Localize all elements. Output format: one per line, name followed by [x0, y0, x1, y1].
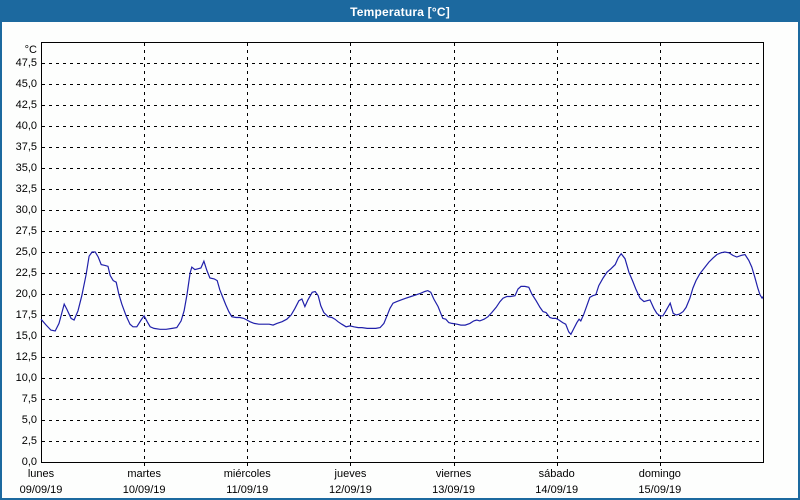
y-tick-label: 25,0 [15, 246, 37, 258]
temperature-line-chart [40, 42, 764, 466]
x-day-date-label: 12/09/19 [329, 484, 372, 496]
x-day-date-label: 09/09/19 [19, 484, 63, 496]
x-day-name-label: jueves [334, 468, 367, 480]
y-tick-label: 17,5 [15, 309, 37, 321]
y-tick-label: 7,5 [21, 393, 37, 405]
temperature-series-line [40, 251, 764, 336]
y-tick-label: 37,5 [15, 141, 37, 153]
y-tick-label: 2,5 [21, 435, 37, 447]
y-tick-label: 27,5 [15, 225, 37, 237]
y-tick-label: 30,0 [15, 204, 37, 216]
chart-title: Temperatura [°C] [350, 5, 450, 19]
plot-frame [41, 42, 764, 463]
x-day-name-label: domingo [638, 468, 681, 480]
y-axis-unit-label: °C [24, 44, 37, 56]
x-day-date-label: 13/09/19 [432, 484, 475, 496]
title-bar: Temperatura [°C] [2, 2, 798, 22]
x-day-date-label: 10/09/19 [122, 484, 166, 496]
x-day-date-label: 14/09/19 [535, 484, 579, 496]
y-tick-label: 45,0 [15, 78, 37, 90]
y-tick-label: 40,0 [15, 120, 37, 132]
axis-labels-layer: °C 0,0 2,5 5,0 7,5 10,0 12,5 15,0 17,5 20,0 22,5 25… [2, 22, 798, 498]
x-day-name-label: viernes [435, 468, 472, 480]
y-tick-label: 12,5 [15, 351, 37, 363]
y-tick-label: 20,0 [15, 288, 37, 300]
x-day-name-label: lunes [27, 468, 55, 480]
y-tick-label: 32,5 [15, 183, 37, 195]
chart-area: °C 0,0 2,5 5,0 7,5 10,0 12,5 15,0 17,5 20,0 22,5 25… [2, 22, 798, 498]
y-tick-label: 0,0 [21, 456, 37, 468]
y-tick-label: 35,0 [15, 162, 37, 174]
x-day-name-label: sábado [538, 468, 575, 480]
x-day-date-label: 15/09/19 [638, 484, 682, 496]
y-tick-label: 10,0 [15, 372, 37, 384]
y-tick-label: 47,5 [15, 57, 37, 69]
y-tick-label: 15,0 [15, 330, 37, 342]
x-day-name-label: miércoles [223, 468, 271, 480]
y-tick-label: 5,0 [21, 414, 37, 426]
y-tick-label: 22,5 [15, 267, 37, 279]
x-day-date-label: 11/09/19 [226, 484, 269, 496]
y-tick-label: 42,5 [15, 99, 37, 111]
x-day-name-label: martes [127, 468, 161, 480]
